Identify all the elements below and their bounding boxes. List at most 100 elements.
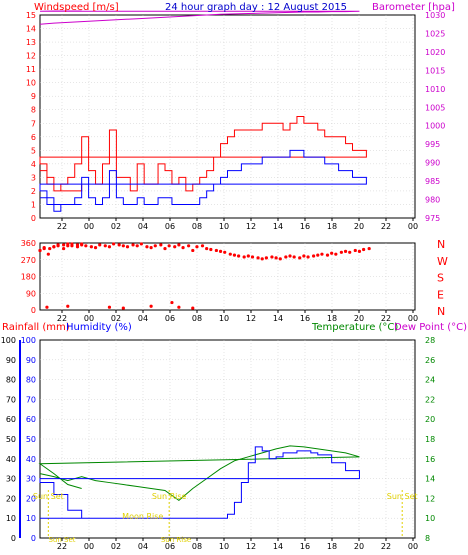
temp-time-label: 22 [381,542,391,551]
temperature-tick-label: 8 [425,534,430,543]
wind-time-label: 22 [381,222,391,231]
windspeed-tick-label: 1 [31,200,36,209]
barometer-series-line [39,10,360,25]
compass-label: S [437,272,444,285]
direction-point [306,255,310,259]
direction-point [191,248,195,253]
rainfall-label: Rainfall (mm) [2,322,70,333]
wind-panel-frame [39,14,416,219]
windspeed-tick-label: 6 [31,133,36,142]
sunset-bottom-label: Sun Set [48,536,75,544]
windspeed-tick-label: 4 [31,160,36,169]
direction-point [75,243,80,247]
direction-point [112,242,116,246]
direction-point [121,244,125,248]
direction-point [66,304,70,308]
direction-time-label: 08 [192,314,202,323]
humidity-tick-label: 60 [26,415,36,424]
barometer-tick-label: 1030 [425,11,445,20]
rainfall-tick-label: 60 [6,415,16,424]
wind-time-label: 16 [300,222,310,231]
direction-point [153,244,157,248]
direction-point [56,244,60,248]
direction-point [191,306,195,310]
direction-point [223,250,227,254]
direction-tick-label: 180 [21,273,36,282]
direction-point [264,256,268,260]
direction-point [250,255,255,259]
temperature-tick-label: 26 [425,356,435,365]
direction-time-label: 12 [246,314,256,323]
temperature-tick-label: 20 [425,415,435,424]
temp-time-label: 18 [327,542,337,551]
direction-point [149,304,153,308]
direction-point [42,246,46,250]
temperature-tick-label: 22 [425,395,435,404]
direction-point [330,251,334,255]
direction-point [167,244,171,248]
temp-time-label: 06 [165,542,175,551]
barometer-axis-title: Barometer [hpa] [372,2,455,13]
temperature-tick-label: 18 [425,435,435,444]
humidity-tick-label: 90 [26,356,36,365]
compass-label: N [437,305,445,318]
direction-point [357,249,362,253]
direction-time-label: 04 [138,314,148,323]
direction-point [177,305,181,309]
temp-time-label: 02 [111,542,121,551]
direction-time-label: 22 [57,314,67,323]
rainfall-tick-label: 80 [6,376,16,385]
direction-point [139,242,143,246]
rainfall-tick-label: 0 [11,534,16,543]
wind-time-label: 00 [84,222,94,231]
direction-point [170,300,174,305]
wind-time-label: 12 [246,222,256,231]
wind-time-label: 00 [408,222,418,231]
humidity-tick-label: 20 [26,494,36,503]
temperature-tick-label: 16 [425,455,435,464]
temperature-label: Temperature (°C) [311,322,398,333]
direction-point [89,245,93,249]
direction-time-label: 22 [381,314,391,323]
graph-title: 24 hour graph day : 12 August 2015 [165,2,347,13]
rainfall-tick-label: 30 [6,475,16,484]
temp-time-label: 00 [84,542,94,551]
direction-point [325,253,330,257]
direction-point [46,252,50,256]
direction-point [149,246,153,250]
wind-time-label: 22 [57,222,67,231]
direction-point [218,249,223,253]
barometer-tick-label: 980 [425,196,440,205]
temp-time-label: 22 [57,542,67,551]
rainfall-tick-label: 100 [1,336,16,345]
direction-point [362,247,366,252]
barometer-tick-label: 1025 [425,29,445,38]
direction-point [316,253,320,257]
moonrise-label: Moon Rise [122,512,163,521]
wind-time-label: 08 [192,222,202,231]
temp-time-label: 14 [273,542,283,551]
windspeed-axis-title: Windspeed [m/s] [34,2,119,13]
direction-point [232,253,237,257]
windspeed-series-line [39,116,367,192]
direction-point [260,257,264,261]
direction-point [195,245,199,249]
direction-point [187,244,191,248]
direction-point [66,242,70,246]
windspeed-tick-label: 9 [31,92,36,101]
humidity-tick-label: 50 [26,435,36,444]
direction-point [214,248,218,253]
direction-time-label: 10 [219,314,229,323]
direction-point [237,254,241,258]
temp-time-label: 12 [246,542,256,551]
windspeed-tick-label: 11 [26,65,36,74]
wind-time-label: 14 [273,222,283,231]
rainfall-tick-label: 70 [6,395,16,404]
direction-point [256,256,260,260]
rainfall-tick-label: 90 [6,356,16,365]
compass-label: E [437,288,444,301]
gust-series-line [39,149,367,212]
rainfall-tick-label: 10 [6,514,16,523]
sunset-marker-2-label: Sun Set [387,492,418,501]
